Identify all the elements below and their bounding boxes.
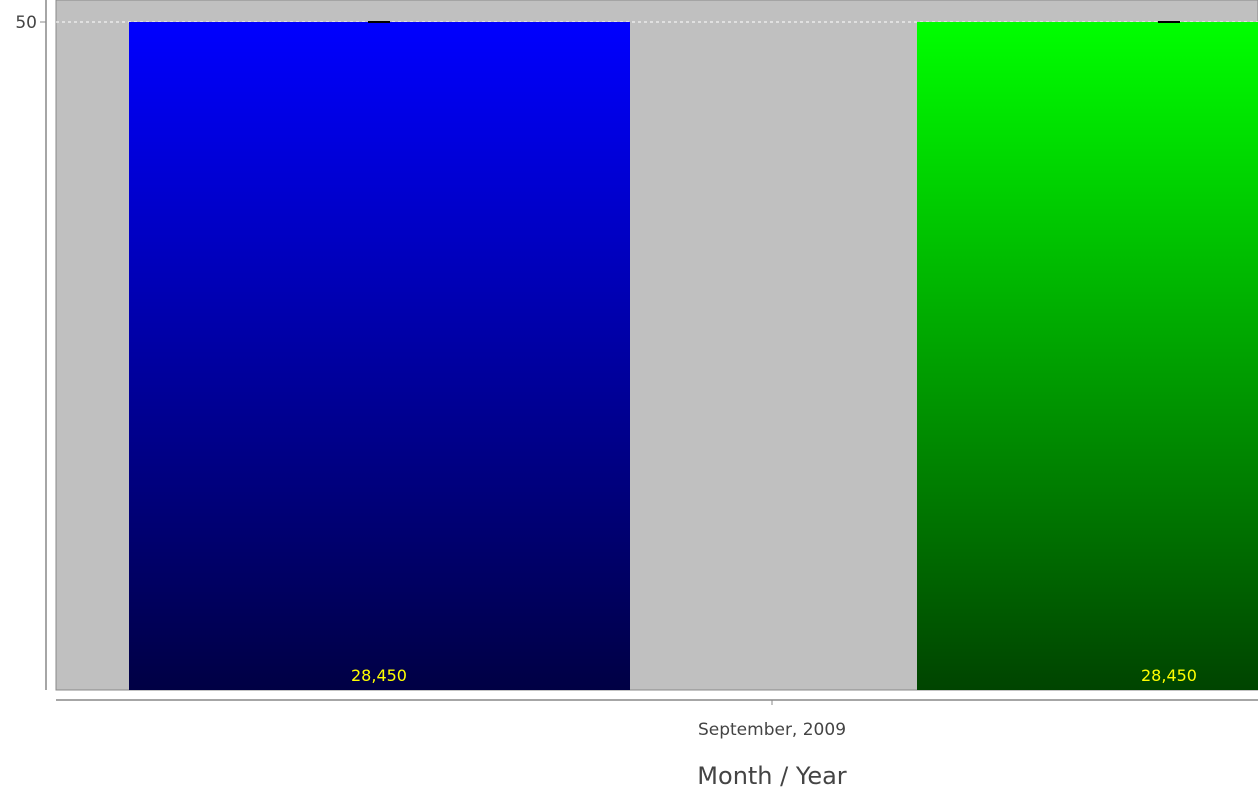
bar-series-2 xyxy=(917,22,1258,690)
axis-ticks: 50 September, 2009 xyxy=(15,13,846,740)
data-labels: 28,450 28,450 xyxy=(351,666,1197,685)
bar-value-label: 28,450 xyxy=(351,666,407,685)
x-axis-title: Month / Year xyxy=(697,762,847,789)
y-tick-label: 50 xyxy=(15,13,37,33)
bar-value-label: 28,450 xyxy=(1141,666,1197,685)
bar-series-1 xyxy=(129,22,630,690)
bars xyxy=(129,21,1258,690)
x-category-label: September, 2009 xyxy=(698,720,846,740)
